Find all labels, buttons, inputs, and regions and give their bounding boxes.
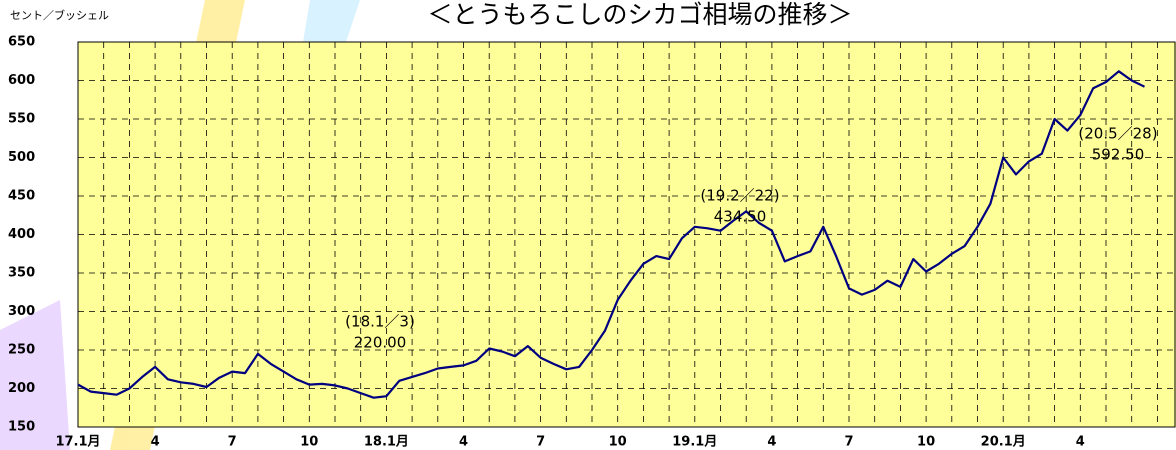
y-tick-label: 250 — [8, 343, 35, 358]
x-tick-label: 4 — [459, 435, 468, 450]
annotation-value: 592.50 — [1092, 146, 1145, 164]
y-tick-label: 200 — [8, 381, 35, 396]
y-tick-label: 350 — [8, 266, 35, 281]
annotation-value: 220.00 — [354, 334, 407, 352]
y-tick-label: 400 — [8, 227, 35, 242]
y-tick-label: 650 — [8, 35, 35, 50]
chart: ＜とうもろこしのシカゴ相場の推移＞ セント／ブッシェル 150 200 250 300… — [0, 0, 1176, 450]
y-tick-label: 550 — [8, 112, 35, 127]
y-tick-label: 500 — [8, 150, 35, 165]
y-axis-label: セント／ブッシェル — [10, 8, 109, 22]
annotation-date: (20.5／28) — [1078, 125, 1157, 143]
x-tick-label: 20.1月 — [981, 435, 1026, 450]
chart-title: ＜とうもろこしのシカゴ相場の推移＞ — [427, 0, 852, 29]
annotation-date: (18.1／3) — [345, 313, 415, 331]
x-tick-label: 7 — [228, 435, 237, 450]
annotation-value: 434.50 — [714, 208, 767, 226]
x-tick-label: 4 — [1076, 435, 1085, 450]
x-tick-label: 19.1月 — [672, 435, 717, 450]
page: {"chart_data": { "type": "line", "title"… — [0, 0, 1176, 450]
y-tick-label: 300 — [8, 304, 35, 319]
x-tick-label: 7 — [844, 435, 853, 450]
x-tick-label: 4 — [767, 435, 776, 450]
x-tick-label: 10 — [300, 435, 318, 450]
x-tick-label: 18.1月 — [364, 435, 409, 450]
x-tick-label: 10 — [917, 435, 935, 450]
x-tick-label: 4 — [151, 435, 160, 450]
annotation-date: (19.2／22) — [700, 187, 779, 205]
y-tick-label: 450 — [8, 189, 35, 204]
y-tick-label: 150 — [8, 420, 35, 435]
y-tick-label: 600 — [8, 73, 35, 88]
x-tick-label: 17.1月 — [55, 435, 100, 450]
x-tick-label: 10 — [609, 435, 627, 450]
x-tick-label: 7 — [536, 435, 545, 450]
plot-area — [78, 42, 1176, 427]
